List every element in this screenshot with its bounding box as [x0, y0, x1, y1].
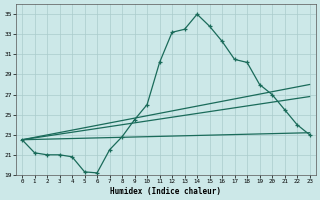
X-axis label: Humidex (Indice chaleur): Humidex (Indice chaleur) — [110, 187, 221, 196]
